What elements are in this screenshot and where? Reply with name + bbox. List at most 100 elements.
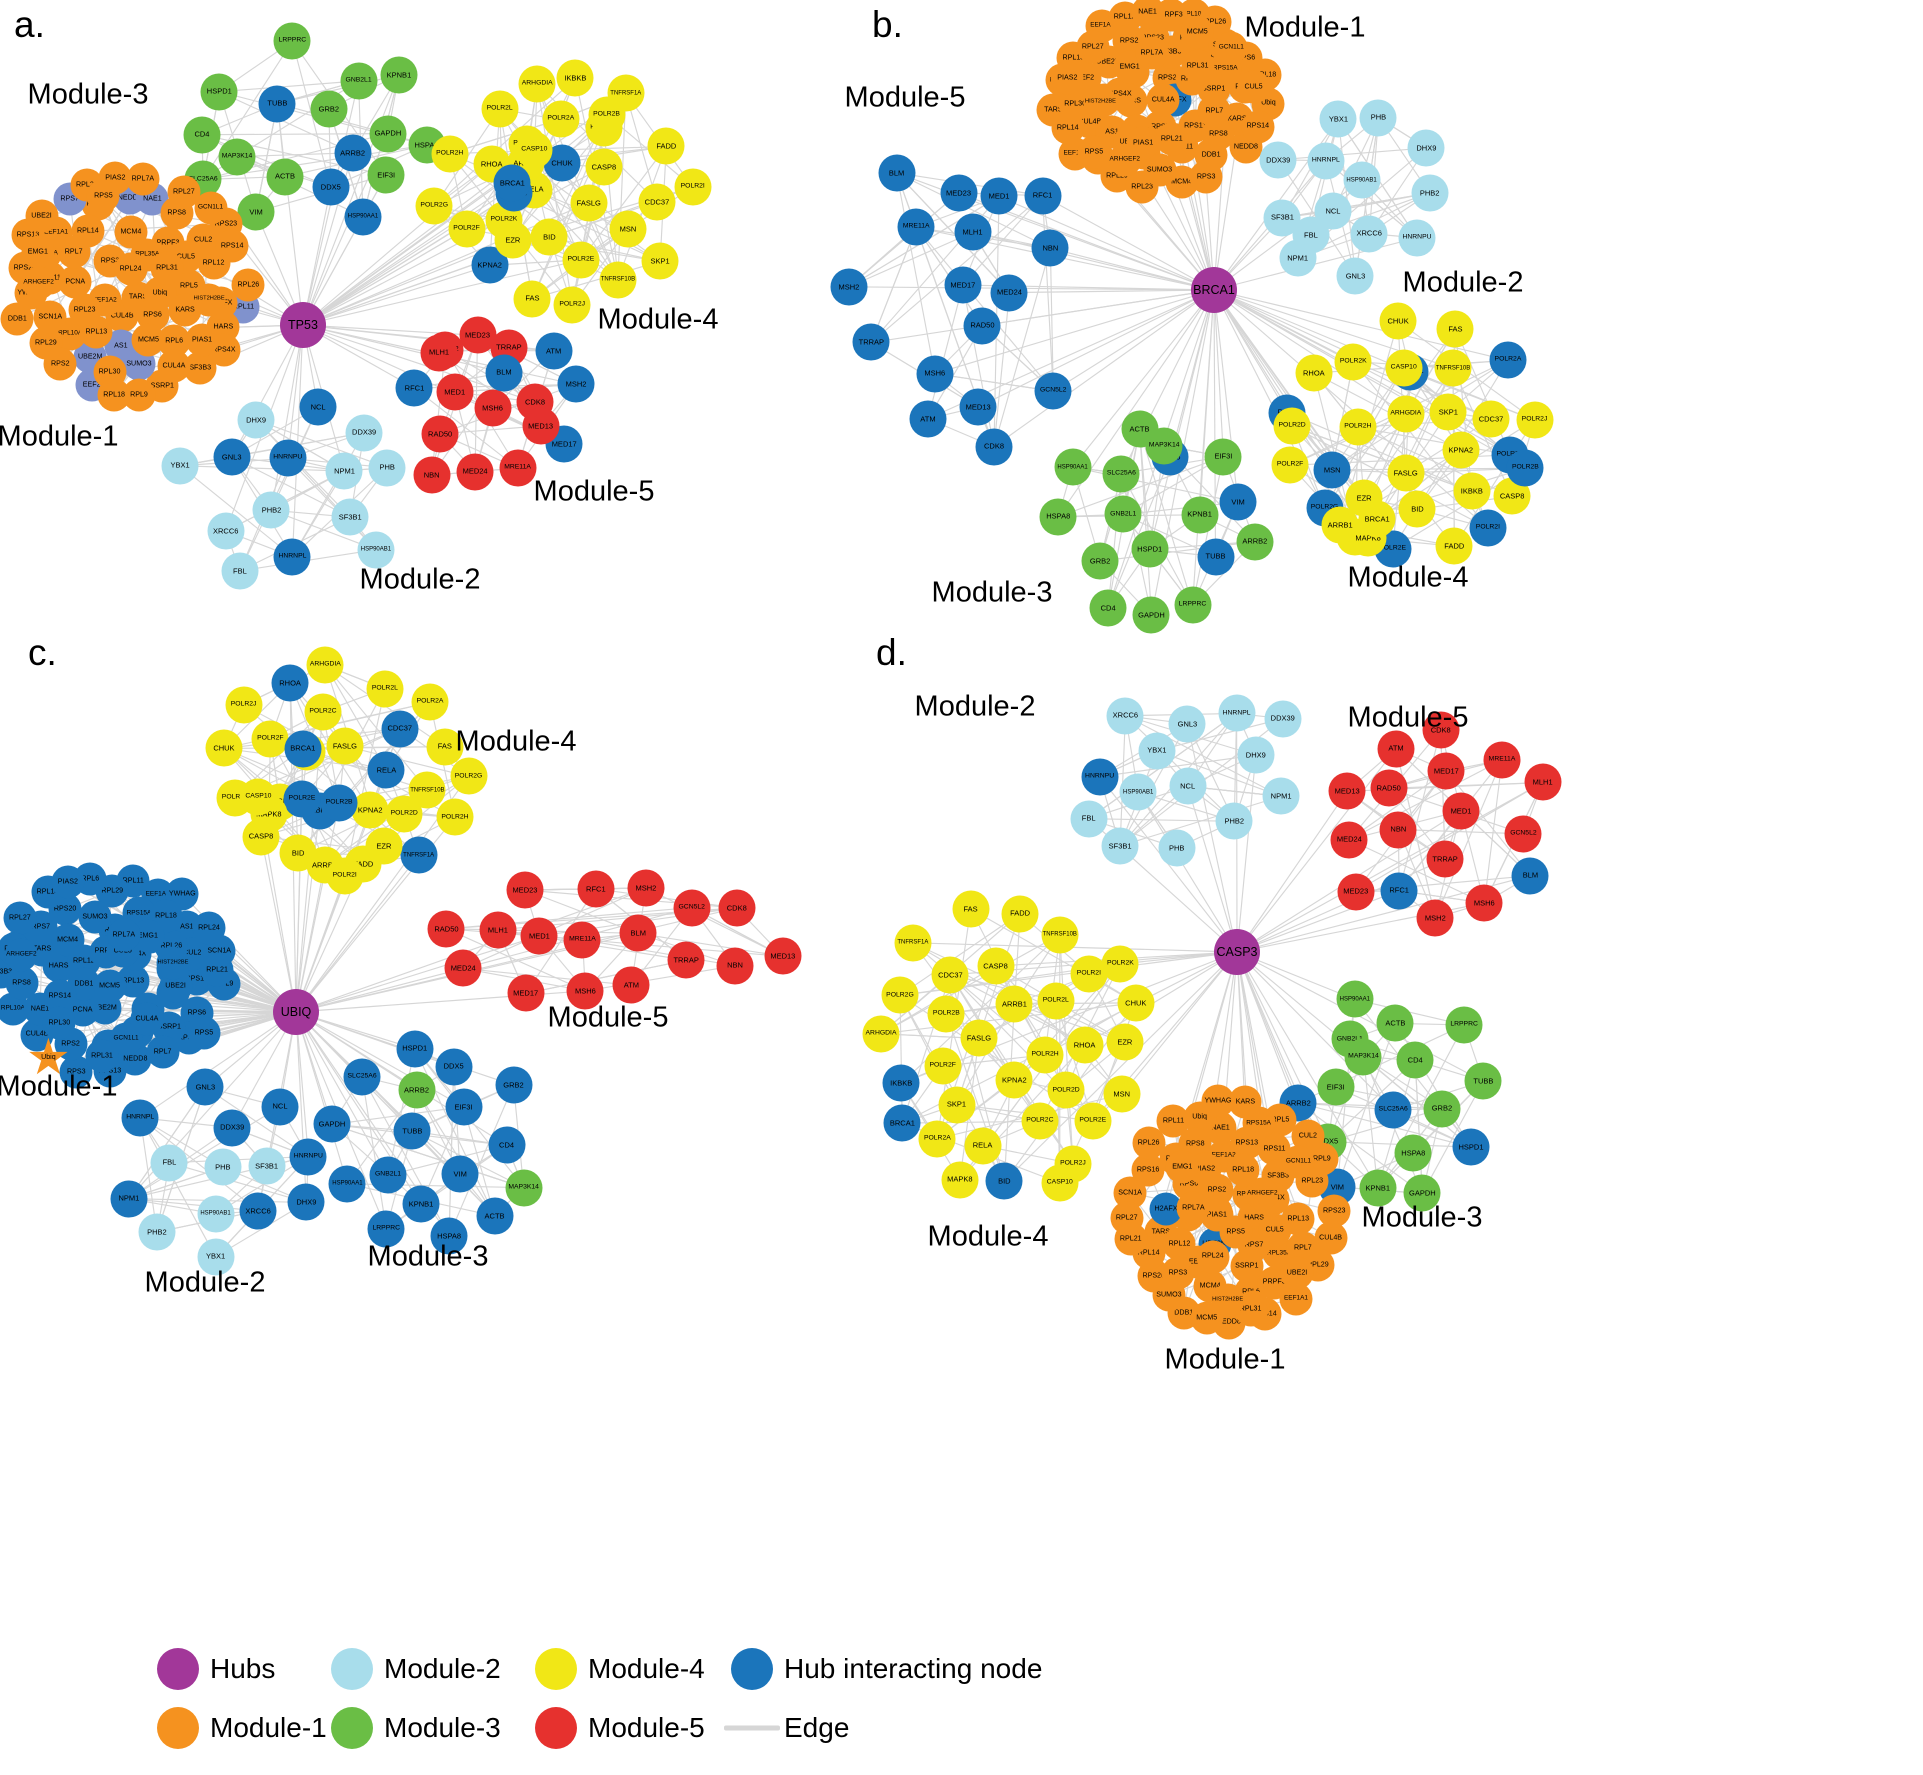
node-POLR2L: POLR2L — [1037, 982, 1075, 1020]
node-MSN: MSN — [1313, 451, 1351, 489]
node-GNB2L1: GNB2L1 — [1104, 495, 1142, 533]
node-ARHGEF2: ARHGEF2 — [22, 266, 56, 299]
node-FASLG: FASLG — [960, 1019, 998, 1057]
node-BID: BID — [530, 218, 568, 256]
node-HSP90AB1: HSP90AB1 — [357, 531, 395, 569]
node-RPL26: RPL26 — [1132, 1126, 1166, 1160]
node-HNRNPU: HNRNPU — [289, 1138, 327, 1176]
node-POLR2E: POLR2E — [562, 241, 600, 279]
hub-TP53: TP53 — [280, 302, 326, 348]
node-CASP8: CASP8 — [977, 947, 1015, 985]
node-MRE11A: MRE11A — [897, 208, 935, 246]
node-PIAS2: PIAS2 — [51, 865, 85, 899]
node-DHX9: DHX9 — [237, 401, 275, 439]
node-EIF3I: EIF3I — [367, 156, 405, 194]
node-IKBKB: IKBKB — [556, 59, 594, 97]
node-EIF3I: EIF3I — [445, 1088, 482, 1126]
node-TNFRSF1A: TNFRSF1A — [894, 924, 932, 962]
node-POLR2F: POLR2F — [251, 720, 289, 758]
node-CDC37: CDC37 — [381, 710, 419, 747]
node-RPL23: RPL23 — [68, 293, 102, 327]
node-BRCA1: BRCA1 — [883, 1104, 921, 1142]
node-PHB2: PHB2 — [1411, 174, 1449, 212]
node-CASP10: CASP10 — [239, 778, 277, 816]
node-TRRAP: TRRAP — [852, 323, 890, 361]
legend-label: Hubs — [210, 1653, 276, 1684]
node-GCN1L1: GCN1L1 — [194, 191, 227, 225]
node-ARHGEF2: ARHGEF2 — [1245, 1177, 1279, 1211]
legend-swatch-module-3 — [331, 1707, 373, 1749]
legend-label: Module-5 — [588, 1712, 705, 1743]
node-RPS5: RPS5 — [86, 179, 120, 213]
node-POLR2I: POLR2I — [674, 168, 712, 206]
node-RPL24: RPL24 — [1196, 1240, 1230, 1273]
node-CD4: CD4 — [1396, 1041, 1434, 1079]
node-RPL7A: RPL7A — [107, 918, 141, 952]
node-EZR: EZR — [494, 221, 532, 259]
node-PIAS1: PIAS1 — [185, 323, 219, 357]
node-GCN5L2: GCN5L2 — [1504, 815, 1542, 853]
node-FAS: FAS — [1436, 310, 1474, 348]
node-POLR2G: POLR2G — [415, 187, 453, 225]
node-POLR2D: POLR2D — [1047, 1071, 1085, 1109]
node-MED1: MED1 — [436, 373, 474, 411]
node-GRB2: GRB2 — [1081, 542, 1119, 580]
module-label: Module-5 — [533, 475, 655, 508]
node-RPL7: RPL7 — [1197, 94, 1231, 128]
node-MED24: MED24 — [444, 949, 482, 987]
node-RPL24: RPL24 — [192, 911, 226, 945]
node-NBN: NBN — [413, 456, 451, 494]
node-ARHGDIA: ARHGDIA — [862, 1015, 900, 1053]
node-POLR2E: POLR2E — [1074, 1102, 1112, 1140]
module-label: Module-1 — [0, 420, 119, 453]
node-MED23: MED23 — [459, 316, 497, 354]
hub-CASP3: CASP3 — [1214, 929, 1260, 975]
node-SF3B1: SF3B1 — [1101, 827, 1139, 865]
node-YBX1: YBX1 — [1319, 100, 1357, 138]
node-DHX9: DHX9 — [1237, 736, 1275, 774]
node-CASP10: CASP10 — [515, 131, 553, 169]
node-RPL12: RPL12 — [1162, 1227, 1196, 1261]
module-label: Module-3 — [27, 78, 149, 111]
node-KPNA2: KPNA2 — [351, 791, 389, 829]
node-CD4: CD4 — [183, 116, 221, 154]
module-label: Module-1 — [1164, 1343, 1286, 1376]
node-PHB2: PHB2 — [1215, 802, 1253, 840]
node-MED23: MED23 — [940, 174, 977, 212]
node-SUMO3: SUMO3 — [78, 900, 112, 934]
node-NPM1: NPM1 — [110, 1180, 148, 1218]
module-label: Module-4 — [597, 303, 719, 336]
node-MED13: MED13 — [1328, 772, 1366, 810]
node-POLR2F: POLR2F — [1271, 446, 1309, 484]
node-LRPPRC: LRPPRC — [273, 22, 311, 60]
node-TNFRSF10B: TNFRSF10B — [599, 261, 637, 299]
node-LRPPRC: LRPPRC — [1445, 1006, 1483, 1044]
node-POLR2J: POLR2J — [225, 686, 263, 724]
node-NPM1: NPM1 — [1262, 777, 1300, 815]
node-MED1: MED1 — [520, 917, 558, 955]
node-GCN5L2: GCN5L2 — [673, 889, 711, 927]
legend-label: Module-1 — [210, 1712, 327, 1743]
node-KPNA2: KPNA2 — [1442, 431, 1480, 469]
node-IKBKB: IKBKB — [882, 1064, 920, 1102]
module-label: Module-5 — [547, 1001, 669, 1034]
node-POLR2A: POLR2A — [1489, 341, 1527, 379]
node-ARHGEF2: ARHGEF2 — [1108, 143, 1142, 177]
legend-label: Module-4 — [588, 1653, 705, 1684]
node-TUBB: TUBB — [1197, 538, 1234, 576]
node-LRPPRC: LRPPRC — [367, 1210, 405, 1248]
node-POLR2J: POLR2J — [553, 286, 591, 324]
node-NCL: NCL — [261, 1088, 299, 1126]
node-ARHGDIA: ARHGDIA — [306, 646, 344, 684]
module-label: Module-1 — [0, 1070, 118, 1103]
node-YBX1: YBX1 — [197, 1238, 235, 1276]
node-MED23: MED23 — [1337, 873, 1375, 911]
node-MSH6: MSH6 — [916, 355, 954, 393]
node-CHUK: CHUK — [205, 729, 243, 767]
node-TUBB: TUBB — [393, 1112, 431, 1150]
node-MSH6: MSH6 — [1465, 884, 1503, 922]
node-GRB2: GRB2 — [495, 1066, 533, 1104]
node-FBL: FBL — [1292, 216, 1330, 254]
node-POLR2I: POLR2I — [1469, 509, 1507, 547]
node-RPS8: RPS8 — [5, 966, 39, 1000]
